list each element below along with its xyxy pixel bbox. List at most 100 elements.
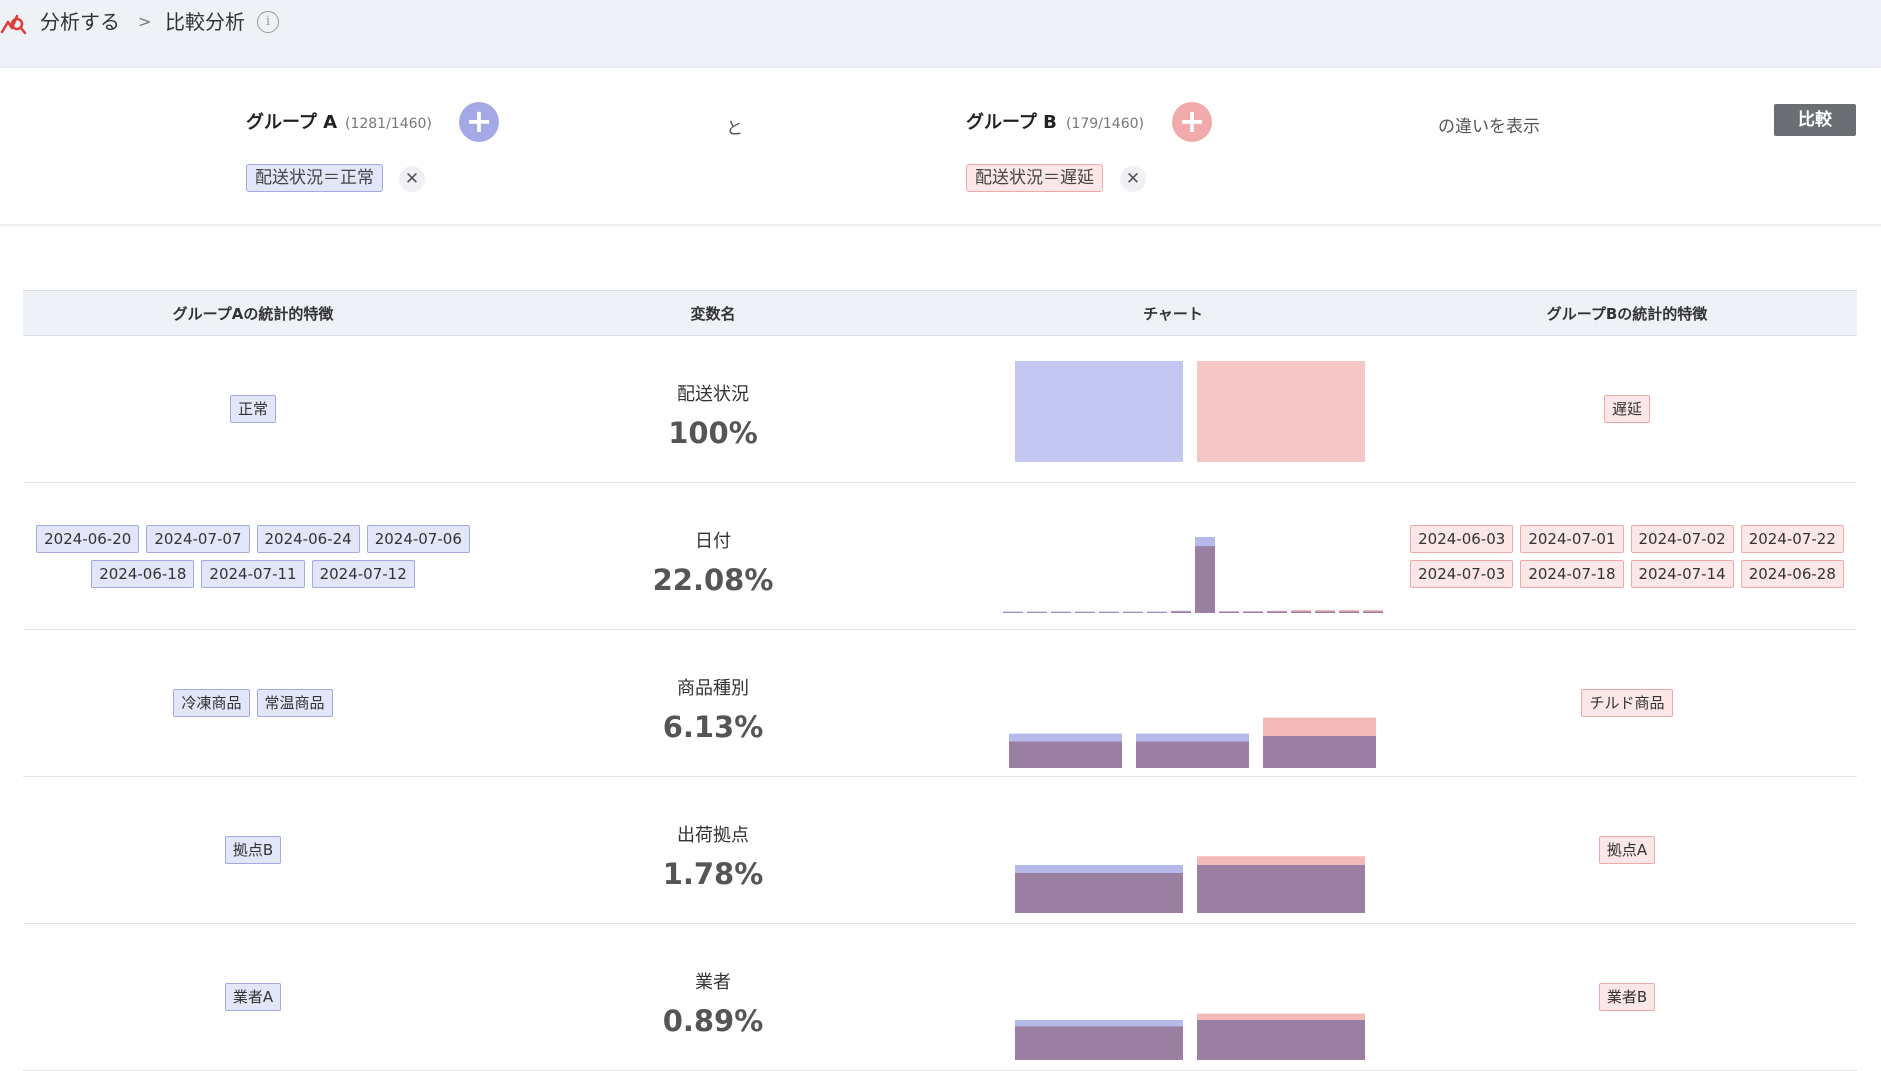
group-a-feature-tag: 2024-06-20 (36, 524, 140, 553)
chart-bar-overlap (1075, 612, 1095, 613)
table-body: 正常 配送状況 100% 遅延 2024-06-20 2024-07-07 2024-06-… (23, 336, 1857, 1071)
distribution-chart (1009, 717, 1376, 768)
group-b-features-cell: 拠点A (1397, 777, 1857, 923)
header-group-a-stats: グループAの統計的特徴 (172, 305, 334, 323)
chart-bar-overlap (1003, 612, 1023, 613)
chart-bar-overlap (1363, 611, 1383, 613)
chart-bar (1315, 609, 1335, 613)
group-a-features-cell: 2024-06-20 2024-07-07 2024-06-24 2024-07-06… (23, 483, 483, 629)
add-group-b-filter-button[interactable]: + (1172, 102, 1212, 142)
distribution-chart-cell (973, 336, 1393, 482)
table-row[interactable]: 冷凍商品 常温商品 商品種別 6.13% チルド商品 (23, 630, 1857, 777)
info-icon[interactable]: i (257, 11, 279, 33)
variable-difference-percent: 6.13% (662, 710, 764, 744)
chart-bar (1027, 611, 1047, 613)
chart-bar (1051, 611, 1071, 613)
group-b-features-cell: 遅延 (1397, 336, 1857, 482)
remove-group-a-filter-button[interactable]: ✕ (399, 166, 425, 192)
group-a-feature-tag: 常温商品 (256, 689, 333, 717)
group-a-feature-tag: 拠点B (224, 836, 282, 864)
group-a-feature-tag: 2024-06-18 (91, 559, 195, 588)
group-b-feature-tag: 2024-07-18 (1520, 559, 1624, 588)
group-b-title: グループ B (966, 112, 1057, 133)
variable-name: 日付 (695, 531, 731, 552)
group-b-filter-tag[interactable]: 配送状況＝遅延 (966, 164, 1103, 192)
group-b-feature-tag: 2024-07-01 (1520, 524, 1624, 553)
variable-name: 商品種別 (677, 678, 749, 699)
chart-bar-overlap (1219, 611, 1239, 613)
distribution-chart-cell (973, 630, 1393, 776)
distribution-chart-cell (973, 483, 1393, 629)
group-a-feature-tag: 冷凍商品 (173, 689, 250, 717)
group-b-feature-tag: 2024-07-22 (1740, 524, 1844, 553)
group-a-feature-tag: 正常 (229, 395, 276, 423)
distribution-chart (1015, 361, 1365, 462)
group-a-tag-list: 冷凍商品 常温商品 (173, 689, 333, 717)
chart-bar (1291, 609, 1311, 613)
table-row[interactable]: 拠点B 出荷拠点 1.78% 拠点A (23, 777, 1857, 924)
group-b-features-cell: 業者B (1397, 924, 1857, 1070)
chart-bar (1339, 609, 1359, 613)
group-b-features-cell: チルド商品 (1397, 630, 1857, 776)
group-b-tag-list: 拠点A (1598, 836, 1656, 864)
chart-bar (1123, 611, 1143, 613)
chart-bar-overlap (1027, 612, 1047, 613)
table-row[interactable]: 2024-06-20 2024-07-07 2024-06-24 2024-07-06… (23, 483, 1857, 630)
chart-bar-overlap (1263, 736, 1376, 768)
group-a-tag-list: 拠点B (224, 836, 282, 864)
chart-bar (1003, 611, 1023, 613)
chart-bar (1197, 361, 1365, 462)
variable-difference-percent: 1.78% (662, 857, 764, 891)
chart-bar-overlap (1009, 741, 1122, 768)
header-chart: チャート (1143, 305, 1203, 323)
group-b-features-cell: 2024-06-03 2024-07-01 2024-07-02 2024-07-22… (1397, 483, 1857, 629)
group-a-tag-list: 2024-06-20 2024-07-07 2024-06-24 2024-07-06… (33, 524, 473, 588)
group-b-feature-tag: 2024-07-03 (1410, 559, 1514, 588)
group-b-tag-list: 業者B (1598, 983, 1656, 1011)
variable-difference-percent: 22.08% (652, 563, 774, 597)
group-a-features-cell: 業者A (23, 924, 483, 1070)
chart-bar-overlap (1171, 611, 1191, 613)
variable-cell: 業者 0.89% (483, 924, 943, 1070)
plus-icon: + (1178, 102, 1206, 140)
plus-icon: + (465, 102, 493, 140)
chart-bar-overlap (1291, 611, 1311, 613)
group-a-features-cell: 拠点B (23, 777, 483, 923)
chart-bar-overlap (1243, 611, 1263, 613)
group-b-tag-list: 2024-06-03 2024-07-01 2024-07-02 2024-07-22… (1407, 524, 1847, 588)
variable-name: 出荷拠点 (677, 825, 749, 846)
group-b-feature-tag: 拠点A (1598, 836, 1656, 864)
comparison-table: グループAの統計的特徴 変数名 チャート グループBの統計的特徴 正常 配送状況 1… (23, 290, 1857, 1071)
breadcrumb-separator: > (138, 12, 152, 31)
add-group-a-filter-button[interactable]: + (459, 102, 499, 142)
chart-bar-overlap (1315, 611, 1335, 613)
group-selection-panel: グループ A (1281/1460) + と グループ B (179/1460)… (0, 68, 1881, 226)
variable-name: 配送状況 (677, 384, 749, 405)
compare-button[interactable]: 比較 (1774, 104, 1856, 136)
group-b-feature-tag: 遅延 (1603, 395, 1650, 423)
chart-bar-overlap (1015, 873, 1183, 913)
chart-bar (1147, 611, 1167, 613)
distribution-chart (1015, 1013, 1365, 1060)
table-row[interactable]: 正常 配送状況 100% 遅延 (23, 336, 1857, 483)
chart-bar-overlap (1147, 612, 1167, 613)
group-a-feature-tag: 2024-07-11 (201, 559, 305, 588)
chart-bar-overlap (1015, 1026, 1183, 1060)
distribution-chart-cell (973, 924, 1393, 1070)
group-b-feature-tag: 業者B (1598, 983, 1656, 1011)
breadcrumb-analyze[interactable]: 分析する (40, 10, 120, 34)
group-b-tag-list: チルド商品 (1581, 689, 1673, 717)
variable-cell: 配送状況 100% (483, 336, 943, 482)
analytics-logo-icon[interactable] (0, 8, 28, 36)
table-row[interactable]: 業者A 業者 0.89% 業者B (23, 924, 1857, 1071)
group-b-feature-tag: 2024-06-28 (1740, 559, 1844, 588)
group-b-feature-tag: チルド商品 (1581, 689, 1673, 717)
remove-group-b-filter-button[interactable]: ✕ (1120, 166, 1146, 192)
chart-bar (1015, 361, 1183, 462)
header-group-b-stats: グループBの統計的特徴 (1546, 305, 1708, 323)
chart-bar-overlap (1051, 612, 1071, 613)
group-a-features-cell: 正常 (23, 336, 483, 482)
variable-name: 業者 (695, 972, 731, 993)
chart-bar (1075, 611, 1095, 613)
group-a-filter-tag[interactable]: 配送状況＝正常 (246, 164, 383, 192)
